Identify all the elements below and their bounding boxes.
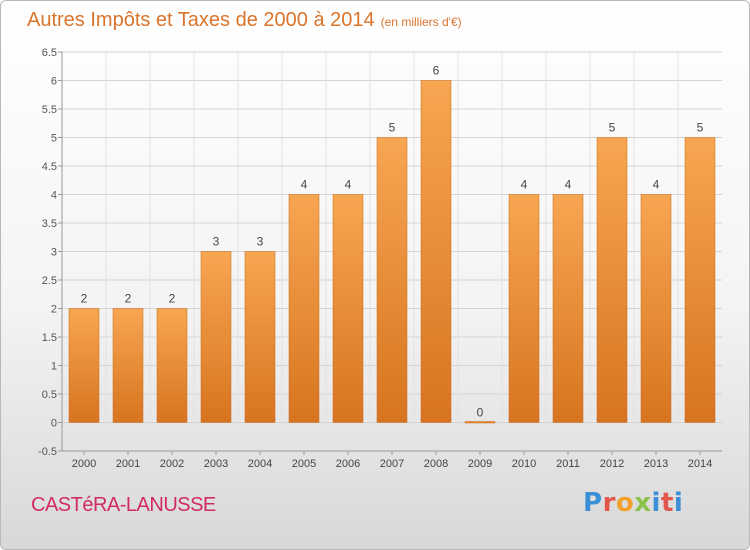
bar-2000 (68, 308, 100, 423)
bar-2010 (508, 194, 540, 423)
y-tick-label: 5 (51, 133, 57, 145)
y-tick-label: 5.5 (42, 104, 57, 116)
bar-2006 (332, 194, 364, 423)
y-tick-label: 1 (51, 361, 57, 373)
data-label-2002: 2 (169, 292, 176, 306)
x-tick-label-2009: 2009 (468, 458, 492, 470)
data-labels: 2 2 2 3 3 4 4 5 6 0 4 4 5 4 5 (81, 64, 704, 420)
x-tick-label-2003: 2003 (204, 458, 228, 470)
x-tick-label-2000: 2000 (72, 458, 96, 470)
x-tick-label-2011: 2011 (556, 458, 580, 470)
x-tick-label-2002: 2002 (160, 458, 184, 470)
y-tick-label: 4 (51, 190, 57, 202)
bar-2002 (156, 308, 188, 423)
bar-2007 (376, 137, 408, 423)
data-label-2001: 2 (125, 292, 132, 306)
proxiti-logo: Proxiti (583, 488, 684, 518)
bar-2001 (112, 308, 144, 423)
y-tick-label: 2 (51, 304, 57, 316)
x-tick-label-2014: 2014 (688, 458, 712, 470)
data-label-2008: 6 (433, 64, 440, 78)
x-tick-label-2010: 2010 (512, 458, 536, 470)
data-label-2014: 5 (697, 121, 704, 135)
x-tick-label-2013: 2013 (644, 458, 668, 470)
data-label-2013: 4 (653, 178, 660, 192)
chart-unit: (en milliers d'€) (380, 15, 462, 29)
y-tick-label: 6 (51, 76, 57, 88)
bar-2011 (552, 194, 584, 423)
data-label-2010: 4 (521, 178, 528, 192)
x-tick-label-2001: 2001 (116, 458, 140, 470)
y-tick-label: 3 (51, 247, 57, 259)
chart-title-text: Autres Impôts et Taxes de 2000 à 2014 (27, 9, 375, 31)
bars (68, 80, 716, 424)
data-label-2005: 4 (301, 178, 308, 192)
x-tick-label-2007: 2007 (380, 458, 404, 470)
data-label-2011: 4 (565, 178, 572, 192)
data-label-2009: 0 (477, 406, 484, 420)
x-tick-label-2006: 2006 (336, 458, 360, 470)
commune-name: CASTéRA-LANUSSE (31, 494, 216, 516)
y-tick-label: 4.5 (42, 161, 57, 173)
x-tick-label-2012: 2012 (600, 458, 624, 470)
y-tick-labels: -0.5 0 0.5 1 1.5 2 2.5 3 3.5 4 4.5 5 5.5 6 6.5 (38, 47, 57, 458)
x-tick-label-2005: 2005 (292, 458, 316, 470)
data-label-2012: 5 (609, 121, 616, 135)
data-label-2007: 5 (389, 121, 396, 135)
y-tick-label: 0 (51, 418, 57, 430)
axes (58, 51, 722, 455)
bar-2014 (684, 137, 716, 423)
x-tick-label-2008: 2008 (424, 458, 448, 470)
y-tick-label: -0.5 (38, 446, 57, 458)
y-tick-label: 1.5 (42, 332, 57, 344)
y-tick-label: 0.5 (42, 389, 57, 401)
bar-2012 (596, 137, 628, 423)
data-label-2003: 3 (213, 235, 220, 249)
bar-2008 (420, 80, 452, 423)
y-tick-label: 3.5 (42, 218, 57, 230)
data-label-2006: 4 (345, 178, 352, 192)
bar-2003 (200, 251, 232, 423)
x-tick-label-2004: 2004 (248, 458, 272, 470)
x-tick-labels: 2000 2001 2002 2003 2004 2005 2006 2007 2008 2009… (72, 458, 712, 470)
data-label-2004: 3 (257, 235, 264, 249)
data-label-2000: 2 (81, 292, 88, 306)
y-tick-label: 6.5 (42, 47, 57, 59)
bar-2005 (288, 194, 320, 423)
bar-2013 (640, 194, 672, 423)
y-tick-label: 2.5 (42, 275, 57, 287)
chart-title: Autres Impôts et Taxes de 2000 à 2014 (en… (27, 9, 462, 32)
bar-2004 (244, 251, 276, 423)
bar-2009 (464, 421, 496, 424)
